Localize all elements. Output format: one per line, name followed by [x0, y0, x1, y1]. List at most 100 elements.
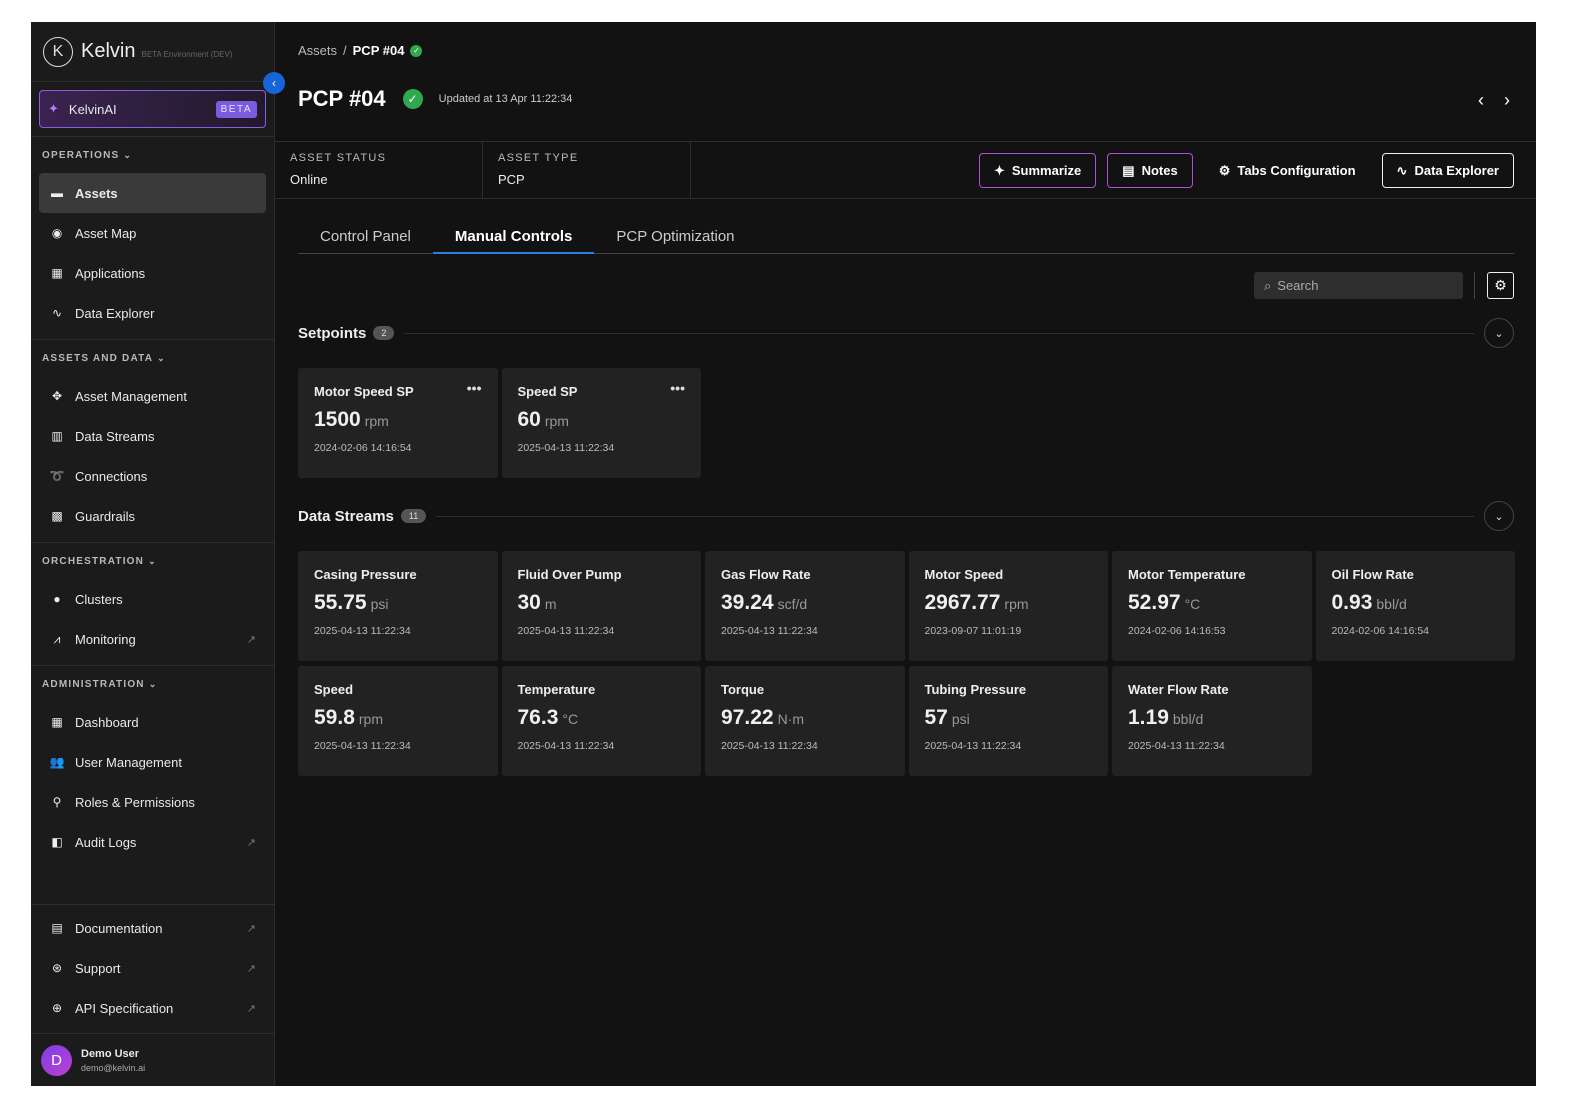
card[interactable]: Oil Flow Rate 0.93 bbl/d 2024-02-06 14:16:5… — [1315, 551, 1515, 661]
card[interactable]: Casing Pressure 55.75 psi 2025-04-13 11:22:… — [298, 551, 498, 661]
tab[interactable]: PCP Optimization — [616, 228, 735, 245]
section-header[interactable]: OPERATIONS ⌄ — [31, 137, 274, 173]
toggle[interactable]: ⌄ — [1484, 501, 1514, 531]
section-header[interactable]: ADMINISTRATION ⌄ — [31, 666, 274, 702]
card[interactable]: Torque 97.22 N·m 2025-04-13 11:22:34 — [705, 666, 905, 776]
nav-item[interactable]: ▩ Guardrails — [39, 496, 266, 536]
nav-item[interactable]: ➰ Connections — [39, 456, 266, 496]
collapse-sidebar[interactable]: ‹ — [263, 72, 285, 94]
nav-item[interactable]: ⊕ API Specification ↗ — [39, 988, 266, 1028]
tabs-config-button[interactable]: ⚙ Tabs Configuration — [1204, 153, 1371, 188]
card[interactable]: Speed SP 60 rpm 2025-04-13 11:22:34 ••• — [501, 368, 701, 478]
more-button[interactable]: ••• — [466, 380, 482, 396]
nav-section: OPERATIONS ⌄ ▬ Assets ◉ Asset Map ▦ Application… — [31, 136, 274, 339]
nav-item[interactable]: ∿ Data Explorer — [39, 293, 266, 333]
card[interactable]: Gas Flow Rate 39.24 scf/d 2025-04-13 11:22:… — [705, 551, 905, 661]
nav-item[interactable]: ◉ Asset Map — [39, 213, 266, 253]
count: 11 — [400, 509, 427, 523]
icon: ◉ — [51, 226, 63, 240]
status-value: PCP — [498, 172, 525, 187]
nav-item[interactable]: ◧ Audit Logs ↗ — [39, 822, 266, 862]
icon: ◧ — [51, 835, 63, 849]
next[interactable]: › — [1504, 90, 1510, 110]
nav-label: Audit Logs — [75, 834, 137, 850]
nav-item[interactable]: ▦ Applications — [39, 253, 266, 293]
nav-item[interactable]: ⩘ Monitoring ↗ — [39, 619, 266, 659]
card-name: Water Flow Rate — [1128, 682, 1229, 697]
status-label: ASSET STATUS — [290, 152, 387, 164]
nav-label: Dashboard — [75, 714, 139, 730]
kelvin-ai-button[interactable]: ✦ KelvinAI BETA — [39, 90, 266, 128]
icon: ➰ — [49, 469, 65, 483]
external-icon: ↗ — [246, 1002, 256, 1015]
icon: ⊕ — [51, 1001, 63, 1015]
crumb-link[interactable]: Assets — [298, 43, 338, 58]
card-value-row: 60 rpm — [518, 408, 686, 432]
notes-button[interactable]: ▤ Notes — [1107, 153, 1193, 188]
count: 2 — [373, 326, 395, 340]
icon: ● — [53, 592, 61, 606]
page-title: PCP #04 — [298, 86, 386, 111]
icon: ▬ — [51, 186, 63, 200]
nav-label: Monitoring — [75, 631, 136, 647]
section-header[interactable]: ASSETS AND DATA ⌄ — [31, 340, 274, 376]
nav-item[interactable]: ▤ Documentation ↗ — [39, 908, 266, 948]
nav-label: API Specification — [75, 1000, 174, 1016]
card-value-row: 76.3 °C — [518, 706, 686, 730]
icon: ▩ — [51, 509, 63, 523]
nav-item[interactable]: ▬ Assets — [39, 173, 266, 213]
section-header[interactable]: ORCHESTRATION ⌄ — [31, 543, 274, 579]
crumb-current: PCP #04 — [352, 43, 405, 58]
external-icon: ↗ — [246, 633, 256, 646]
status-value: Online — [290, 172, 328, 187]
label: Tabs Configuration — [1237, 163, 1356, 178]
nav-item[interactable]: ⊛ Support ↗ — [39, 948, 266, 988]
user[interactable]: D Demo User demo@kelvin.ai — [31, 1033, 274, 1086]
search[interactable]: ⌕ Search — [1254, 272, 1463, 299]
chevron: ⌄ — [157, 352, 166, 363]
section-header: Data Streams 11 ⌄ — [298, 501, 1514, 531]
card-unit: N·m — [777, 711, 804, 727]
user-info: Demo User demo@kelvin.ai — [81, 1048, 145, 1073]
card[interactable]: Motor Temperature 52.97 °C 2024-02-06 14:16… — [1112, 551, 1312, 661]
icon: ✦ — [993, 162, 1005, 178]
logo[interactable]: K Kelvin BETA Environment (DEV) — [31, 22, 274, 82]
prev[interactable]: ‹ — [1478, 90, 1484, 110]
header: PCP #04 ✓ Updated at 13 Apr 11:22:34 — [298, 86, 572, 112]
nav-item[interactable]: ▦ Dashboard — [39, 702, 266, 742]
status-icon: ✓ — [410, 44, 423, 57]
card[interactable]: Fluid Over Pump 30 m 2025-04-13 11:22:34 — [501, 551, 701, 661]
card-unit: rpm — [358, 711, 383, 727]
more-button[interactable]: ••• — [670, 380, 685, 396]
nav-item[interactable]: ▥ Data Streams — [39, 416, 266, 456]
card-name: Oil Flow Rate — [1331, 567, 1414, 582]
nav-item[interactable]: ✥ Asset Management — [39, 376, 266, 416]
card-value-row: 0.93 bbl/d — [1332, 591, 1500, 615]
icon: ✦ — [48, 101, 59, 116]
data-explorer-button[interactable]: ∿ Data Explorer — [1381, 153, 1514, 188]
icon: ∿ — [1396, 162, 1408, 178]
settings-button[interactable]: ⚙ — [1487, 272, 1514, 299]
icon: ▤ — [51, 921, 63, 935]
icon: ▥ — [51, 429, 63, 443]
tab[interactable]: Control Panel — [320, 228, 411, 245]
card[interactable]: Temperature 76.3 °C 2025-04-13 11:22:34 — [501, 666, 701, 776]
nav-label: Asset Management — [75, 388, 188, 404]
card[interactable]: Motor Speed 2967.77 rpm 2023-09-07 11:01:19 — [908, 551, 1108, 661]
icon: ▦ — [51, 266, 63, 280]
toggle[interactable]: ⌄ — [1484, 318, 1514, 348]
nav-item[interactable]: ● Clusters — [39, 579, 266, 619]
nav-section: ORCHESTRATION ⌄ ● Clusters ⩘ Monitoring ↗ — [31, 542, 274, 665]
card[interactable]: Motor Speed SP 1500 rpm 2024-02-06 14:16:54… — [298, 368, 498, 478]
card[interactable]: Speed 59.8 rpm 2025-04-13 11:22:34 — [298, 666, 498, 776]
separator: / — [343, 43, 347, 58]
logo-mark: K — [43, 36, 73, 67]
actions: ✦ Summarize ▤ Notes ⚙ Tabs Configuration ∿ D… — [978, 153, 1514, 188]
tab-active[interactable]: Manual Controls — [432, 222, 595, 254]
card[interactable]: Tubing Pressure 57 psi 2025-04-13 11:22:34 — [908, 666, 1108, 776]
sidebar: K Kelvin BETA Environment (DEV) ✦ Kelvin… — [31, 22, 275, 1086]
summarize-button[interactable]: ✦ Summarize — [978, 153, 1097, 188]
nav-item[interactable]: ⚲ Roles & Permissions — [39, 782, 266, 822]
card[interactable]: Water Flow Rate 1.19 bbl/d 2025-04-13 11:22… — [1112, 666, 1312, 776]
nav-item[interactable]: 👥 User Management — [39, 742, 266, 782]
